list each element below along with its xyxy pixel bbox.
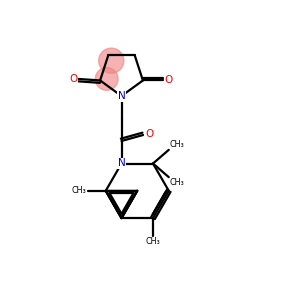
Circle shape: [95, 68, 118, 90]
Text: CH₃: CH₃: [169, 140, 184, 149]
Text: O: O: [165, 76, 173, 85]
Text: O: O: [69, 74, 77, 84]
Text: O: O: [145, 129, 153, 140]
Text: N: N: [118, 91, 125, 101]
Text: CH₃: CH₃: [169, 178, 184, 187]
Text: N: N: [118, 158, 125, 169]
Circle shape: [99, 48, 124, 73]
Text: CH₃: CH₃: [71, 186, 86, 195]
Text: CH₃: CH₃: [146, 237, 160, 246]
